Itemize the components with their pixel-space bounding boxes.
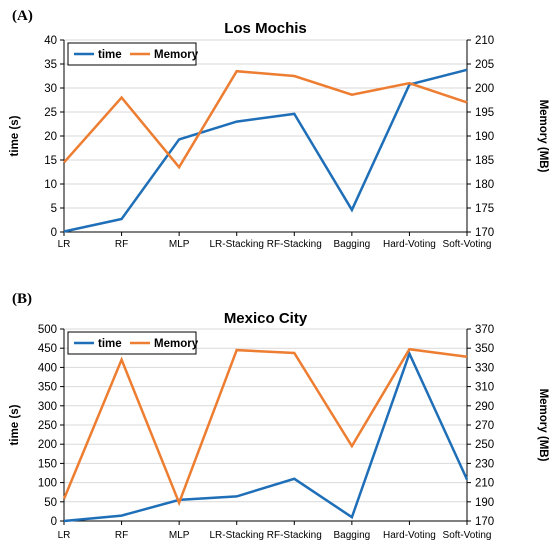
y-tick-label: 100 xyxy=(38,478,57,490)
y2-tick-label: 170 xyxy=(475,516,494,528)
y2-tick-label: 175 xyxy=(475,203,494,215)
x-tick-label-hard-voting: Hard-Voting xyxy=(383,530,436,541)
x-tick-label-rf-stacking: RF-Stacking xyxy=(267,530,322,541)
x-tick-label-lr: LR xyxy=(58,530,71,541)
x-tick-label-bagging: Bagging xyxy=(334,530,371,541)
x-tick-label-mlp: MLP xyxy=(169,530,190,541)
y-axis-label: time (s) xyxy=(9,404,21,445)
y-tick-label: 40 xyxy=(44,35,57,47)
y2-tick-label: 230 xyxy=(475,458,494,470)
x-tick-label-lr-stacking: LR-Stacking xyxy=(209,239,263,250)
y-tick-label: 250 xyxy=(38,420,57,432)
series-line-memory xyxy=(63,69,468,170)
series-line-memory xyxy=(62,347,468,507)
panel-los-mochis: (A) Los Mochis 0 5 10 15 20 25 30 35 40 170 175 180 18… xyxy=(9,8,549,250)
y-axis-label: time (s) xyxy=(9,115,21,156)
x-tick-label-rf: RF xyxy=(115,239,128,250)
x-tick-label-bagging: Bagging xyxy=(334,239,371,250)
panel-label: (B) xyxy=(12,291,32,307)
y-tick-label: 5 xyxy=(51,203,57,215)
y2-tick-label: 180 xyxy=(475,179,494,191)
y-tick-label: 400 xyxy=(38,362,57,374)
x-tick-label-rf: RF xyxy=(115,530,128,541)
y2-tick-label: 270 xyxy=(475,420,494,432)
y-tick-label: 450 xyxy=(38,343,57,355)
x-tick-label-soft-voting: Soft-Voting xyxy=(443,530,492,541)
y2-tick-label: 200 xyxy=(475,83,494,95)
x-tick-label-lr: LR xyxy=(58,239,71,250)
y2-tick-label: 210 xyxy=(475,35,494,47)
y2-tick-label: 170 xyxy=(475,227,494,239)
panel-label: (A) xyxy=(12,8,33,24)
y-tick-label: 30 xyxy=(44,83,57,95)
y2-tick-label: 190 xyxy=(475,131,494,143)
y2-axis-label: Memory (MB) xyxy=(537,389,549,462)
y-tick-label: 350 xyxy=(38,382,57,394)
panel-mexico-city: (B) Mexico City 0 50 100 150 200 250 300 350 400 45… xyxy=(9,291,549,541)
chart-title: Mexico City xyxy=(224,310,308,327)
y2-tick-label: 250 xyxy=(475,439,494,451)
y2-tick-label: 195 xyxy=(475,107,494,119)
y2-tick-label: 210 xyxy=(475,478,494,490)
y2-tick-label: 310 xyxy=(475,382,494,394)
y-tick-label: 300 xyxy=(38,401,57,413)
y-tick-label: 500 xyxy=(38,324,57,336)
y-tick-label: 15 xyxy=(44,155,57,167)
y-tick-label: 35 xyxy=(44,59,57,71)
y-tick-label: 0 xyxy=(51,227,57,239)
y-tick-label: 10 xyxy=(44,179,57,191)
x-tick-label-mlp: MLP xyxy=(169,239,190,250)
y-tick-label: 200 xyxy=(38,439,57,451)
x-tick-label-rf-stacking: RF-Stacking xyxy=(267,239,322,250)
y-tick-label: 25 xyxy=(44,107,57,119)
series-line-time xyxy=(63,350,469,523)
x-tick-label-soft-voting: Soft-Voting xyxy=(443,239,492,250)
x-tick-label-hard-voting: Hard-Voting xyxy=(383,239,436,250)
y2-tick-label: 205 xyxy=(475,59,494,71)
y2-tick-label: 350 xyxy=(475,343,494,355)
y-tick-label: 150 xyxy=(38,458,57,470)
y2-tick-label: 290 xyxy=(475,401,494,413)
y-tick-label: 50 xyxy=(44,497,57,509)
y2-tick-label: 330 xyxy=(475,362,494,374)
legend-label-memory: Memory xyxy=(154,338,199,350)
y2-tick-label: 190 xyxy=(475,497,494,509)
y2-tick-label: 185 xyxy=(475,155,494,167)
y2-tick-label: 370 xyxy=(475,324,494,336)
chart-title: Los Mochis xyxy=(224,20,307,37)
x-tick-label-lr-stacking: LR-Stacking xyxy=(209,530,263,541)
legend-label-time: time xyxy=(98,338,122,350)
series-line-time xyxy=(63,68,468,233)
y-tick-label: 20 xyxy=(44,131,57,143)
y-tick-label: 0 xyxy=(51,516,57,528)
legend-label-memory: Memory xyxy=(154,49,199,61)
legend-label-time: time xyxy=(98,49,122,61)
y2-axis-label: Memory (MB) xyxy=(537,100,549,173)
